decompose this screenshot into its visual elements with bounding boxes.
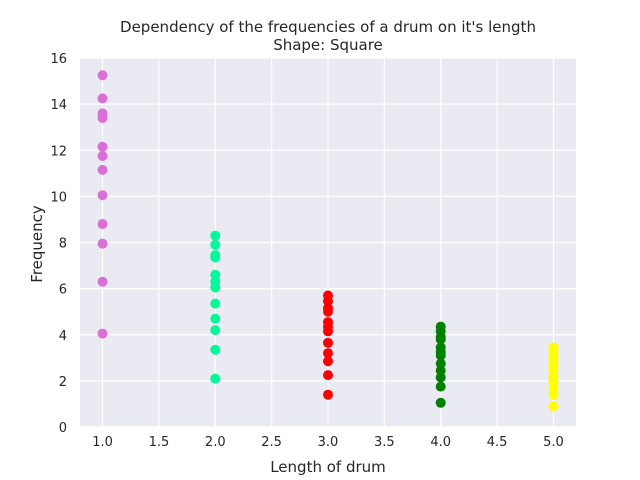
grid [80,57,576,428]
data-point [210,298,221,309]
data-point [548,382,559,393]
data-point [97,70,108,81]
y-axis-ticks: 0 2 4 6 8 10 12 14 16 [50,52,67,436]
data-point [323,337,333,348]
data-point [97,141,108,152]
data-point [323,370,333,381]
data-point [435,397,446,408]
data-point [210,239,221,250]
data-point [435,372,446,383]
data-point [210,230,221,241]
data-point [97,190,108,201]
data-point [323,389,333,400]
x-tick-label: 1.5 [149,435,170,450]
data-point [323,356,333,367]
x-tick-label: 3.5 [374,435,395,450]
data-point [548,401,559,412]
data-point [210,269,221,280]
data-point [97,328,108,339]
data-point [435,381,446,392]
y-tick-label: 6 [59,283,67,298]
data-point [323,296,333,307]
data-points [97,70,559,412]
x-tick-label: 2.5 [261,435,282,450]
data-point [435,350,446,361]
y-tick-label: 2 [59,375,67,390]
data-point [97,219,108,230]
y-axis-label: Frequency [28,205,46,283]
y-tick-label: 16 [50,52,67,67]
x-tick-label: 3.0 [318,435,339,450]
data-point [97,164,108,175]
x-tick-label: 4.0 [430,435,451,450]
data-point [210,373,221,384]
data-point [323,348,333,359]
y-tick-label: 0 [59,421,67,436]
data-point [210,252,221,263]
data-point [323,326,333,337]
data-point [97,276,108,287]
data-point [435,334,446,345]
x-axis-ticks: 1.0 1.5 2.0 2.5 3.0 3.5 4.0 4.5 5.0 [92,435,564,450]
data-point [210,344,221,355]
x-tick-label: 2.0 [205,435,226,450]
data-point [210,325,221,336]
y-tick-label: 8 [59,237,67,252]
data-point [97,93,108,104]
data-point [435,358,446,369]
data-point [210,313,221,324]
y-tick-label: 10 [50,190,67,205]
chart-subtitle: Shape: Square [273,36,383,54]
y-tick-label: 4 [59,329,67,344]
data-point [97,151,108,162]
data-point [548,389,559,400]
x-tick-label: 5.0 [543,435,564,450]
data-point [435,365,446,376]
x-tick-label: 1.0 [92,435,113,450]
chart-title: Dependency of the frequencies of a drum … [120,18,536,36]
x-axis-label: Length of drum [270,458,386,476]
data-point [97,238,108,249]
data-point [97,112,108,123]
data-point [210,282,221,293]
x-tick-label: 4.5 [487,435,508,450]
y-tick-label: 14 [50,98,67,113]
y-tick-label: 12 [50,144,67,159]
data-point [323,306,333,317]
